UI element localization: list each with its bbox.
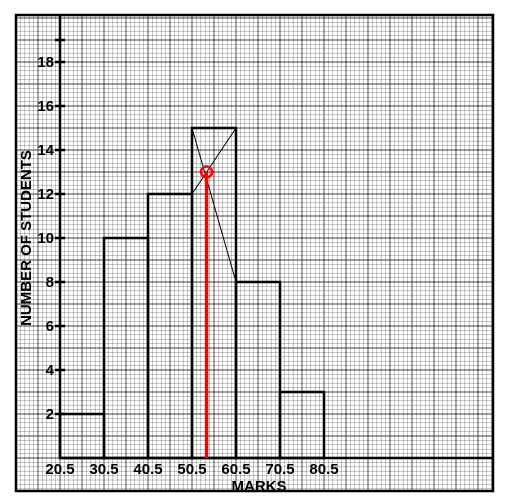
y-tick-label: 10 [37,230,54,247]
x-axis-title: MARKS [232,478,287,495]
x-tick-label: 70.5 [265,461,294,478]
mode-diagonal-line [191,127,237,283]
x-tick-label: 30.5 [89,461,118,478]
x-tick-label: 80.5 [309,461,338,478]
graph-paper-border [14,13,495,493]
x-tick-label: 40.5 [133,461,162,478]
axis-labels: 2 4 6 8 10 12 14 16 18 20.5 30.5 40.5 50.5 60.5 70.5 80… [37,54,338,478]
y-axis [55,15,65,458]
y-axis-title: NUMBER OF STUDENTS [18,150,35,326]
y-tick-label: 2 [46,406,54,423]
histogram-bars [58,126,326,460]
y-tick-label: 4 [46,362,55,379]
mode-diagonal-line [191,127,237,195]
x-tick-label: 60.5 [221,461,250,478]
y-tick-label: 8 [46,274,54,291]
y-tick-label: 14 [37,142,54,159]
y-tick-label: 16 [37,98,54,115]
y-tick-label: 6 [46,318,54,335]
mode-intersection-marker [199,165,214,179]
x-tick-label: 50.5 [177,461,206,478]
y-tick-label: 18 [37,54,54,71]
graph-paper-frame [14,13,495,493]
histogram-bar [278,390,326,460]
mode-construction [191,127,237,458]
histogram-bar [234,280,282,460]
y-tick-label: 12 [37,186,54,203]
x-tick-label: 20.5 [45,461,74,478]
